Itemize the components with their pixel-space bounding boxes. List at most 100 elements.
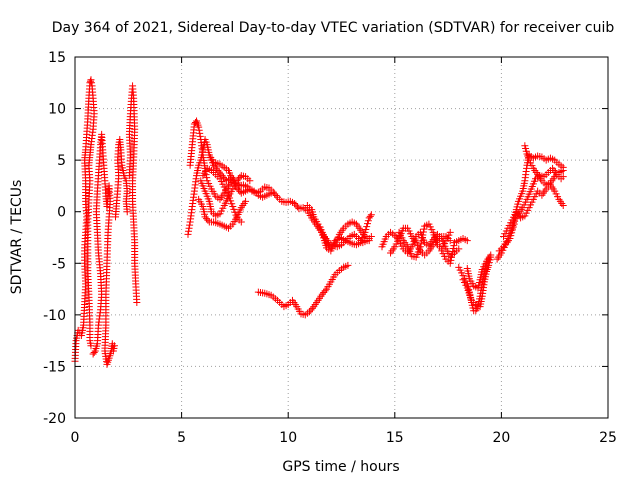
data-point — [229, 175, 237, 183]
data-point — [291, 199, 299, 207]
data-point — [321, 287, 329, 295]
data-point — [231, 208, 239, 216]
data-point — [272, 192, 280, 200]
data-point — [186, 221, 194, 229]
data-point — [227, 172, 235, 180]
data-point — [365, 237, 373, 245]
data-point — [446, 259, 454, 267]
data-point — [449, 247, 457, 255]
data-point — [90, 349, 98, 357]
data-point — [212, 165, 220, 173]
data-point — [233, 179, 241, 187]
data-point — [361, 228, 369, 236]
data-point — [242, 197, 250, 205]
data-point — [214, 166, 222, 174]
data-point — [110, 342, 118, 350]
data-point — [201, 213, 209, 221]
x-tick-label: 10 — [279, 430, 297, 446]
x-tick-label: 0 — [71, 430, 80, 446]
data-point — [306, 308, 314, 316]
y-axis-label: SDTVAR / TECUs — [9, 180, 25, 295]
data-points — [71, 76, 567, 368]
data-point — [364, 220, 372, 228]
data-point — [362, 225, 370, 233]
data-point — [559, 166, 567, 174]
data-point — [450, 242, 458, 250]
data-point — [123, 208, 131, 216]
data-point — [447, 256, 455, 264]
data-point — [246, 177, 254, 185]
data-point — [211, 163, 219, 171]
data-point — [228, 173, 236, 181]
chart-title: Day 364 of 2021, Sidereal Day-to-day VTE… — [52, 20, 615, 36]
data-point — [203, 174, 211, 182]
data-point — [267, 189, 275, 197]
y-tick-label: -10 — [43, 308, 66, 324]
data-point — [487, 251, 495, 259]
data-point — [447, 253, 455, 261]
data-point — [185, 224, 193, 232]
data-point — [420, 225, 428, 233]
data-point — [225, 191, 233, 199]
data-point — [559, 202, 567, 210]
data-point — [320, 289, 328, 297]
data-point — [86, 77, 94, 85]
data-point — [229, 203, 237, 211]
data-point — [220, 173, 228, 181]
data-point — [446, 228, 454, 236]
data-point — [228, 200, 236, 208]
data-point — [419, 228, 427, 236]
data-point — [419, 231, 427, 239]
data-point — [234, 186, 242, 194]
y-tick-label: 10 — [48, 102, 66, 118]
x-tick-label: 5 — [177, 430, 186, 446]
y-tick-label: 0 — [57, 205, 66, 221]
x-axis-label: GPS time / hours — [282, 459, 399, 475]
data-point — [204, 216, 212, 224]
data-point — [133, 298, 141, 306]
y-tick-label: -20 — [43, 411, 66, 427]
data-point — [367, 211, 375, 219]
x-tick-label: 15 — [386, 430, 404, 446]
data-point — [196, 129, 204, 137]
y-tick-label: 15 — [48, 50, 66, 66]
data-point — [226, 180, 234, 188]
y-tick-label: -5 — [52, 256, 66, 272]
x-tick-label: 20 — [492, 430, 510, 446]
data-point — [236, 173, 244, 181]
data-point — [226, 194, 234, 202]
data-point — [293, 203, 301, 211]
data-point — [416, 243, 424, 251]
data-point — [195, 126, 203, 134]
data-point — [367, 232, 375, 240]
y-tick-label: -15 — [43, 359, 66, 375]
data-point — [392, 233, 400, 241]
data-point — [185, 227, 193, 235]
data-point — [88, 79, 96, 87]
data-point — [184, 230, 192, 238]
data-point — [318, 290, 326, 298]
data-point — [202, 215, 210, 223]
data-point — [87, 76, 95, 84]
data-point — [363, 223, 371, 231]
data-point — [308, 304, 316, 312]
data-point — [292, 201, 300, 209]
data-point — [366, 212, 374, 220]
y-tick-label: 5 — [57, 153, 66, 169]
data-point — [237, 218, 245, 226]
axis-ticks: 0 5 10 15 20 25 -20 -15 -10 -5 0 5 10 15 — [43, 50, 617, 446]
data-point — [230, 205, 238, 213]
data-point — [227, 197, 235, 205]
data-point — [196, 132, 204, 140]
data-point — [418, 234, 426, 242]
data-point — [449, 245, 457, 253]
data-point — [448, 250, 456, 258]
plot-frame — [74, 56, 609, 419]
x-tick-label: 25 — [599, 430, 617, 446]
data-point — [463, 237, 471, 245]
data-point — [307, 306, 315, 314]
data-point — [559, 173, 567, 181]
data-point — [195, 123, 203, 131]
